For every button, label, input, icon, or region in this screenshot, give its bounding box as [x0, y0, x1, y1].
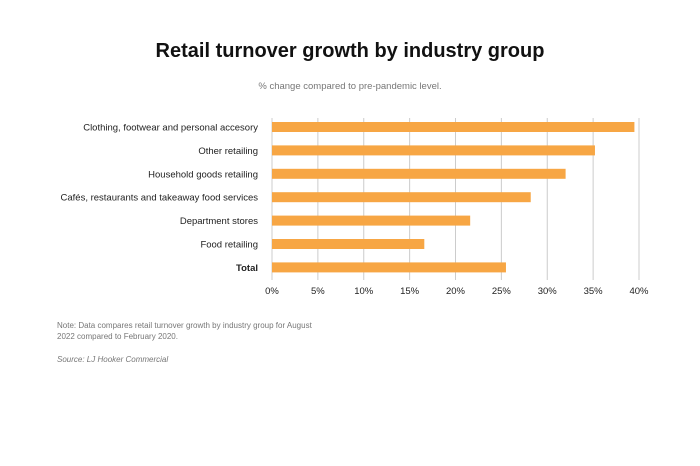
chart-title: Retail turnover growth by industry group	[155, 40, 545, 62]
bar	[272, 145, 595, 156]
bar	[272, 262, 506, 273]
x-tick-label: 40%	[629, 286, 649, 297]
bar	[272, 122, 635, 132]
x-tick-label: 25%	[492, 286, 512, 297]
category-label: Food retailing	[200, 240, 258, 251]
category-label: Household goods retailing	[148, 169, 258, 180]
chart-subtitle: % change compared to pre-pandemic level.	[258, 81, 442, 92]
bar	[272, 239, 425, 249]
chart-note: Note: Data compares retail turnover grow…	[57, 321, 312, 341]
category-label: Cafés, restaurants and takeaway food ser…	[61, 193, 259, 204]
bar	[272, 192, 531, 203]
category-label: Department stores	[180, 216, 258, 227]
x-tick-label: 15%	[400, 286, 420, 297]
x-tick-label: 10%	[354, 286, 374, 297]
chart-source: Source: LJ Hooker Commercial	[57, 355, 169, 364]
x-tick-label: 30%	[538, 286, 558, 297]
category-labels: Clothing, footwear and personal accesory…	[61, 123, 259, 274]
x-tick-label: 0%	[265, 286, 279, 297]
x-tick-label: 20%	[446, 286, 466, 297]
x-axis-ticks: 0% 5% 10% 15% 20% 25% 30% 35% 40%	[265, 286, 649, 297]
bars	[272, 122, 635, 273]
category-label: Other retailing	[198, 146, 258, 157]
category-label: Clothing, footwear and personal accesory	[83, 123, 258, 134]
bar	[272, 168, 566, 179]
x-tick-label: 5%	[311, 286, 325, 297]
x-tick-label: 35%	[584, 286, 604, 297]
category-label: Total	[236, 263, 258, 274]
bar	[272, 215, 471, 226]
